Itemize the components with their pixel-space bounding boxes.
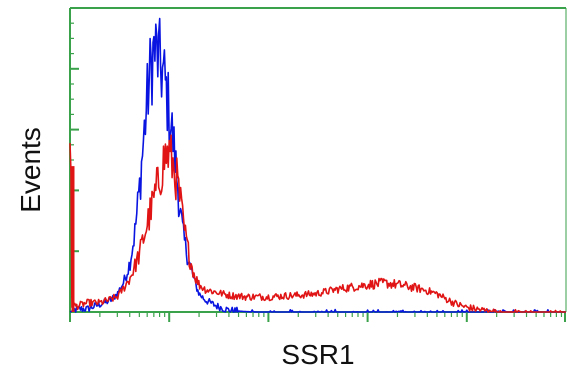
y-axis-label: Events (15, 127, 46, 213)
series-blue-line (69, 17, 566, 313)
series-layer (69, 17, 566, 313)
series-red-line (69, 134, 566, 313)
x-axis-label: SSR1 (281, 339, 354, 370)
plot-area (69, 7, 567, 322)
x-axis-ticks (69, 312, 566, 322)
